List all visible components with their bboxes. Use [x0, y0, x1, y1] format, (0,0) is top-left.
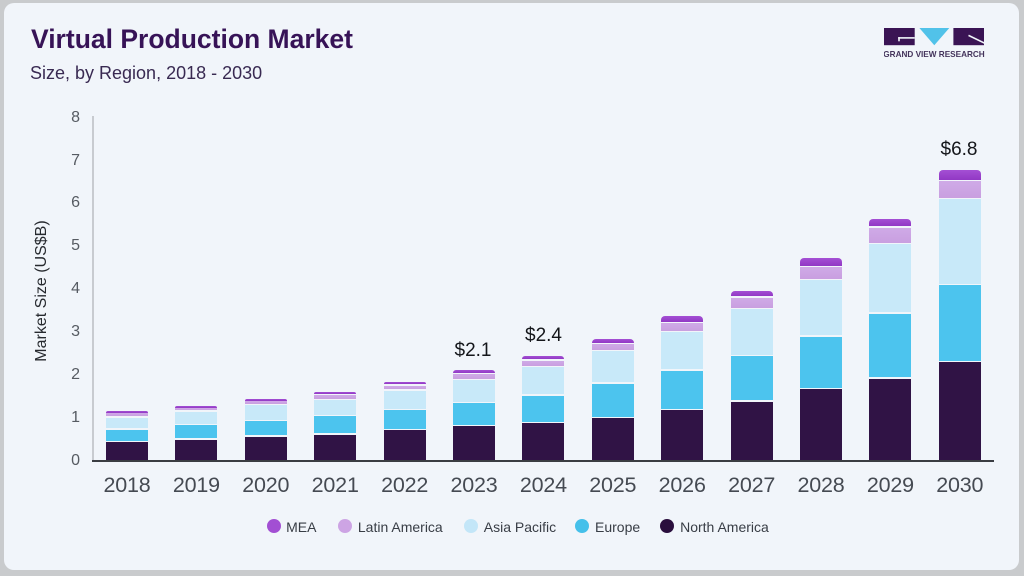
svg-text:GRAND VIEW RESEARCH: GRAND VIEW RESEARCH: [884, 50, 985, 59]
